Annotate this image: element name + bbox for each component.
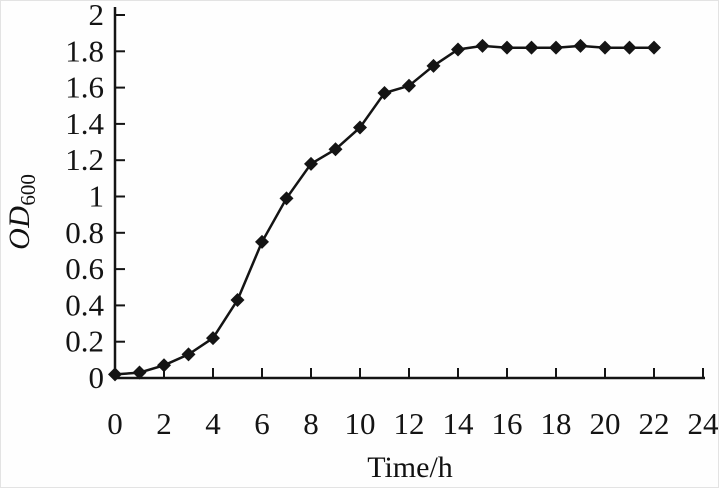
data-point-marker — [500, 40, 514, 55]
x-tick-label: 20 — [590, 406, 621, 441]
x-tick-label: 4 — [205, 406, 221, 441]
x-tick-label: 24 — [688, 406, 719, 441]
x-tick-label: 14 — [443, 406, 475, 441]
data-point-marker — [328, 142, 343, 157]
data-point-marker — [132, 365, 147, 380]
y-tick-label: 0.4 — [65, 287, 104, 322]
y-tick-label: 0.2 — [65, 324, 104, 359]
y-tick-label: 1.6 — [65, 70, 104, 105]
data-point-marker — [647, 40, 661, 55]
data-point-marker — [377, 86, 392, 101]
x-tick-label: 2 — [156, 406, 172, 441]
data-point-marker — [524, 40, 539, 55]
data-point-marker — [573, 38, 588, 53]
y-tick-label: 0 — [89, 360, 105, 395]
x-tick-label: 22 — [639, 406, 670, 441]
x-tick-label: 18 — [541, 406, 572, 441]
data-point-marker — [157, 358, 171, 373]
x-tick-label: 12 — [394, 406, 425, 441]
y-tick-label: 1 — [89, 179, 105, 214]
x-tick-label: 6 — [254, 406, 270, 441]
x-axis-title: Time/h — [367, 451, 453, 484]
y-tick-label: 0.6 — [65, 251, 104, 286]
x-tick-label: 16 — [492, 406, 523, 441]
data-point-marker — [181, 347, 196, 362]
y-tick-label: 0.8 — [65, 215, 104, 250]
x-tick-label: 8 — [303, 406, 319, 441]
data-point-marker — [451, 42, 465, 57]
data-point-marker — [402, 78, 416, 93]
x-tick-label: 10 — [345, 406, 376, 441]
x-tick-label: 0 — [107, 406, 123, 441]
data-point-marker — [598, 40, 612, 55]
data-point-marker — [304, 156, 318, 171]
data-point-marker — [622, 40, 637, 55]
data-point-marker — [255, 234, 269, 249]
data-point-marker — [206, 331, 220, 346]
y-tick-label: 2 — [89, 0, 105, 32]
y-tick-label: 1.2 — [65, 142, 104, 177]
y-axis-title-main: OD — [3, 205, 36, 250]
data-point-marker — [108, 367, 122, 382]
y-tick-label: 1.8 — [65, 33, 104, 68]
data-point-marker — [426, 58, 441, 73]
y-axis-title: OD600 — [3, 174, 41, 250]
y-tick-label: 1.4 — [65, 106, 104, 141]
data-point-marker — [279, 191, 294, 206]
data-point-marker — [230, 292, 245, 307]
data-point-marker — [549, 40, 563, 55]
data-point-marker — [353, 120, 367, 135]
data-point-marker — [475, 38, 490, 53]
y-axis-title-subscript: 600 — [16, 174, 40, 206]
